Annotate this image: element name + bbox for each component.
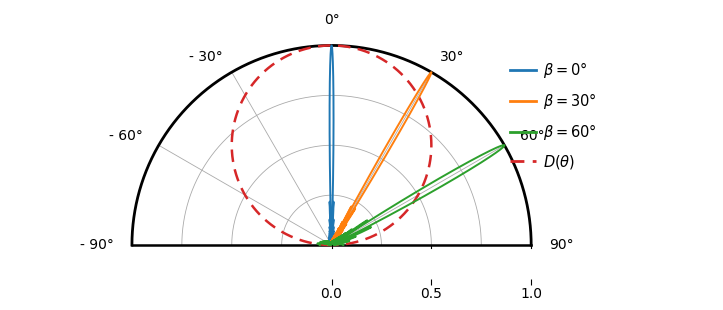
Text: - 90°: - 90° (80, 238, 114, 252)
Legend: $\beta = 0°$, $\beta = 30°$, $\beta = 60°$, $D(\theta)$: $\beta = 0°$, $\beta = 30°$, $\beta = 60… (504, 55, 603, 177)
Text: - 30°: - 30° (189, 50, 223, 64)
Text: 60°: 60° (520, 129, 544, 143)
Text: 0°: 0° (324, 13, 339, 28)
Text: 30°: 30° (440, 50, 465, 64)
Text: 90°: 90° (549, 238, 574, 252)
Text: - 60°: - 60° (109, 129, 143, 143)
